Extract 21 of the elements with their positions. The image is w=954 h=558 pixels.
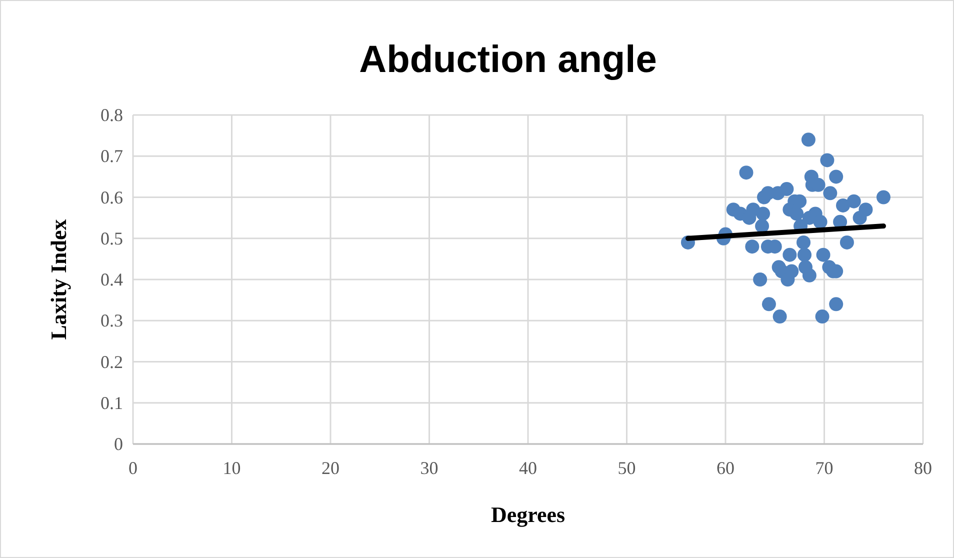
y-tick-label: 0.5 bbox=[100, 228, 123, 248]
x-tick-label: 40 bbox=[519, 458, 537, 478]
y-tick-label: 0.3 bbox=[100, 310, 123, 331]
x-tick-label: 50 bbox=[618, 458, 636, 478]
y-tick-label: 0.2 bbox=[100, 352, 123, 372]
x-tick-label: 10 bbox=[222, 458, 241, 478]
y-tick-label: 0.1 bbox=[100, 392, 123, 413]
x-tick-label: 70 bbox=[815, 458, 834, 478]
y-tick-label: 0.8 bbox=[100, 105, 123, 125]
x-tick-label: 60 bbox=[716, 458, 734, 478]
y-axis-title: Laxity Index bbox=[46, 219, 71, 340]
chart-title: Abduction angle bbox=[359, 39, 657, 81]
y-tick-label: 0.6 bbox=[100, 187, 123, 208]
y-tick-label: 0.4 bbox=[100, 270, 123, 290]
y-tick-label: 0.7 bbox=[100, 146, 123, 166]
y-tick-label: 0 bbox=[114, 434, 123, 454]
x-tick-label: 0 bbox=[128, 458, 138, 478]
x-tick-label: 20 bbox=[322, 458, 340, 478]
x-tick-label: 30 bbox=[420, 458, 438, 478]
x-tick-label: 80 bbox=[914, 458, 932, 478]
x-axis-title: Degrees bbox=[490, 502, 566, 527]
